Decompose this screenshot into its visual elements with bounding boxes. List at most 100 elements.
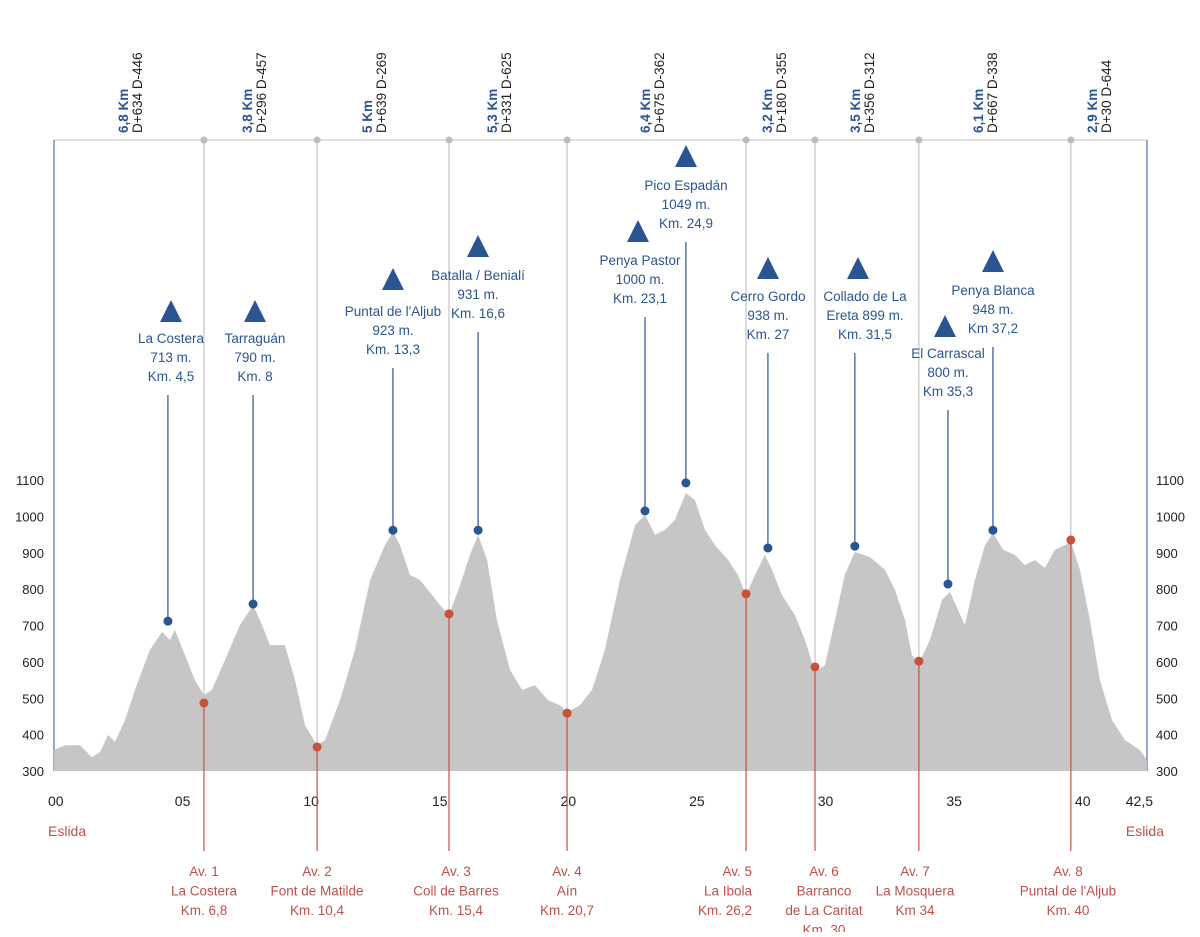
aid-station-label: Av. 5	[722, 864, 752, 879]
summit-label: Penya Pastor	[599, 253, 681, 268]
aid-station-point	[914, 656, 924, 666]
segment-label: 5 Km D+639 D-269	[360, 52, 389, 133]
aid-station-label: Km. 20,7	[540, 903, 594, 918]
y-tick-label-right: 900	[1156, 546, 1178, 561]
aid-station-label: Av. 2	[302, 864, 332, 879]
segment-label: 3,2 Km D+180 D-355	[760, 52, 789, 133]
segment-elevation-gain-loss: D+30 D-644	[1099, 59, 1114, 133]
segment-label: 6,1 Km D+667 D-338	[971, 52, 1000, 133]
aid-station-label: Km. 15,4	[429, 903, 484, 918]
y-tick-label-left: 600	[22, 655, 44, 670]
segment-divider-dot	[563, 136, 571, 144]
aid-station-label: Av. 3	[441, 864, 471, 879]
segment-distance: 5,3 Km	[485, 89, 500, 133]
aid-station-label: Km 34	[895, 903, 935, 918]
y-tick-label-right: 1100	[1156, 473, 1184, 488]
x-tick-label: 42,5	[1126, 793, 1153, 809]
aid-station-label: Km. 6,8	[181, 903, 228, 918]
y-tick-label-right: 500	[1156, 691, 1178, 706]
summit-point	[388, 525, 398, 535]
summit-label: Km. 13,3	[366, 342, 420, 357]
summit-point	[763, 543, 773, 553]
segment-distance: 3,8 Km	[240, 89, 255, 133]
summit-label: 800 m.	[927, 365, 968, 380]
segment-elevation-gain-loss: D+667 D-338	[985, 52, 1000, 133]
summit-triangle-icon	[467, 235, 489, 257]
aid-station-label: Km. 10,4	[290, 903, 345, 918]
aid-station-label: Barranco	[797, 884, 852, 899]
summit-point	[943, 579, 953, 589]
summit-label: Pico Espadán	[644, 178, 727, 193]
summit-label: 938 m.	[747, 308, 788, 323]
segment-elevation-gain-loss: D+634 D-446	[130, 52, 145, 133]
x-tick-label: 20	[561, 793, 577, 809]
segment-elevation-gain-loss: D+331 D-625	[499, 52, 514, 133]
y-tick-label-left: 900	[22, 546, 44, 561]
aid-station-label: de La Caritat	[785, 903, 863, 918]
summit-label: Ereta 899 m.	[826, 308, 903, 323]
summit-label: Puntal de l'Aljub	[345, 304, 441, 319]
segment-elevation-gain-loss: D+675 D-362	[652, 52, 667, 133]
aid-station-label: Km. 30	[803, 923, 846, 933]
x-tick-label: 40	[1075, 793, 1091, 809]
aid-station-label: Puntal de l'Aljub	[1020, 884, 1116, 899]
y-tick-label-right: 300	[1156, 764, 1178, 779]
y-tick-label-left: 500	[22, 691, 44, 706]
segment-distance: 5 Km	[360, 100, 375, 133]
summit-label: 790 m.	[234, 350, 275, 365]
segment-distance: 6,8 Km	[116, 89, 131, 133]
aid-station-point	[810, 662, 820, 672]
elevation-profile-area	[54, 493, 1147, 771]
x-tick-label: 15	[432, 793, 448, 809]
aid-station-label: Km. 26,2	[698, 903, 752, 918]
y-tick-label-left: 800	[22, 582, 44, 597]
segment-label: 6,4 Km D+675 D-362	[638, 52, 667, 133]
summit-point	[681, 478, 691, 488]
summit-point	[988, 525, 998, 535]
x-tick-label: 25	[689, 793, 705, 809]
y-tick-label-left: 1100	[16, 473, 44, 488]
aid-station-point	[562, 708, 572, 718]
y-tick-label-left: 300	[22, 764, 44, 779]
y-tick-label-left: 1000	[15, 509, 44, 524]
summit-label: 1000 m.	[616, 272, 665, 287]
summit-triangle-icon	[675, 145, 697, 167]
summit-label: 713 m.	[150, 350, 191, 365]
summit-label: Km. 24,9	[659, 216, 713, 231]
aid-station-label: Av. 8	[1053, 864, 1083, 879]
aid-station-label: Av. 1	[189, 864, 219, 879]
summit-label: 1049 m.	[662, 197, 711, 212]
summit-label: Penya Blanca	[951, 283, 1035, 298]
summit-point	[248, 599, 258, 609]
y-tick-label-left: 700	[22, 619, 44, 634]
aid-station-label: Font de Matilde	[270, 884, 363, 899]
summit-label: Km. 4,5	[148, 369, 195, 384]
segment-distance: 3,5 Km	[848, 89, 863, 133]
segment-label: 5,3 Km D+331 D-625	[485, 52, 514, 133]
aid-station-label: La Mosquera	[876, 884, 955, 899]
summit-label: Km 35,3	[923, 384, 973, 399]
x-tick-label: 00	[48, 793, 64, 809]
y-tick-label-right: 1000	[1156, 509, 1185, 524]
segment-distance: 6,4 Km	[638, 89, 653, 133]
y-tick-label-right: 400	[1156, 728, 1178, 743]
aid-station-point	[741, 589, 751, 599]
summit-label: Cerro Gordo	[730, 289, 805, 304]
segment-divider-dot	[200, 136, 208, 144]
aid-station-point	[444, 609, 454, 619]
summit-point	[473, 525, 483, 535]
aid-station-label: Coll de Barres	[413, 884, 499, 899]
summit-triangle-icon	[934, 315, 956, 337]
aid-station-point	[312, 742, 322, 752]
summit-label: El Carrascal	[911, 346, 985, 361]
segment-distance: 3,2 Km	[760, 89, 775, 133]
start-label: Eslida	[48, 823, 86, 839]
summit-triangle-icon	[982, 250, 1004, 272]
segment-divider-dot	[811, 136, 819, 144]
summit-label: 948 m.	[972, 302, 1013, 317]
x-tick-label: 05	[175, 793, 191, 809]
summit-point	[163, 616, 173, 626]
x-tick-label: 35	[946, 793, 962, 809]
aid-station-label: Aín	[557, 884, 577, 899]
